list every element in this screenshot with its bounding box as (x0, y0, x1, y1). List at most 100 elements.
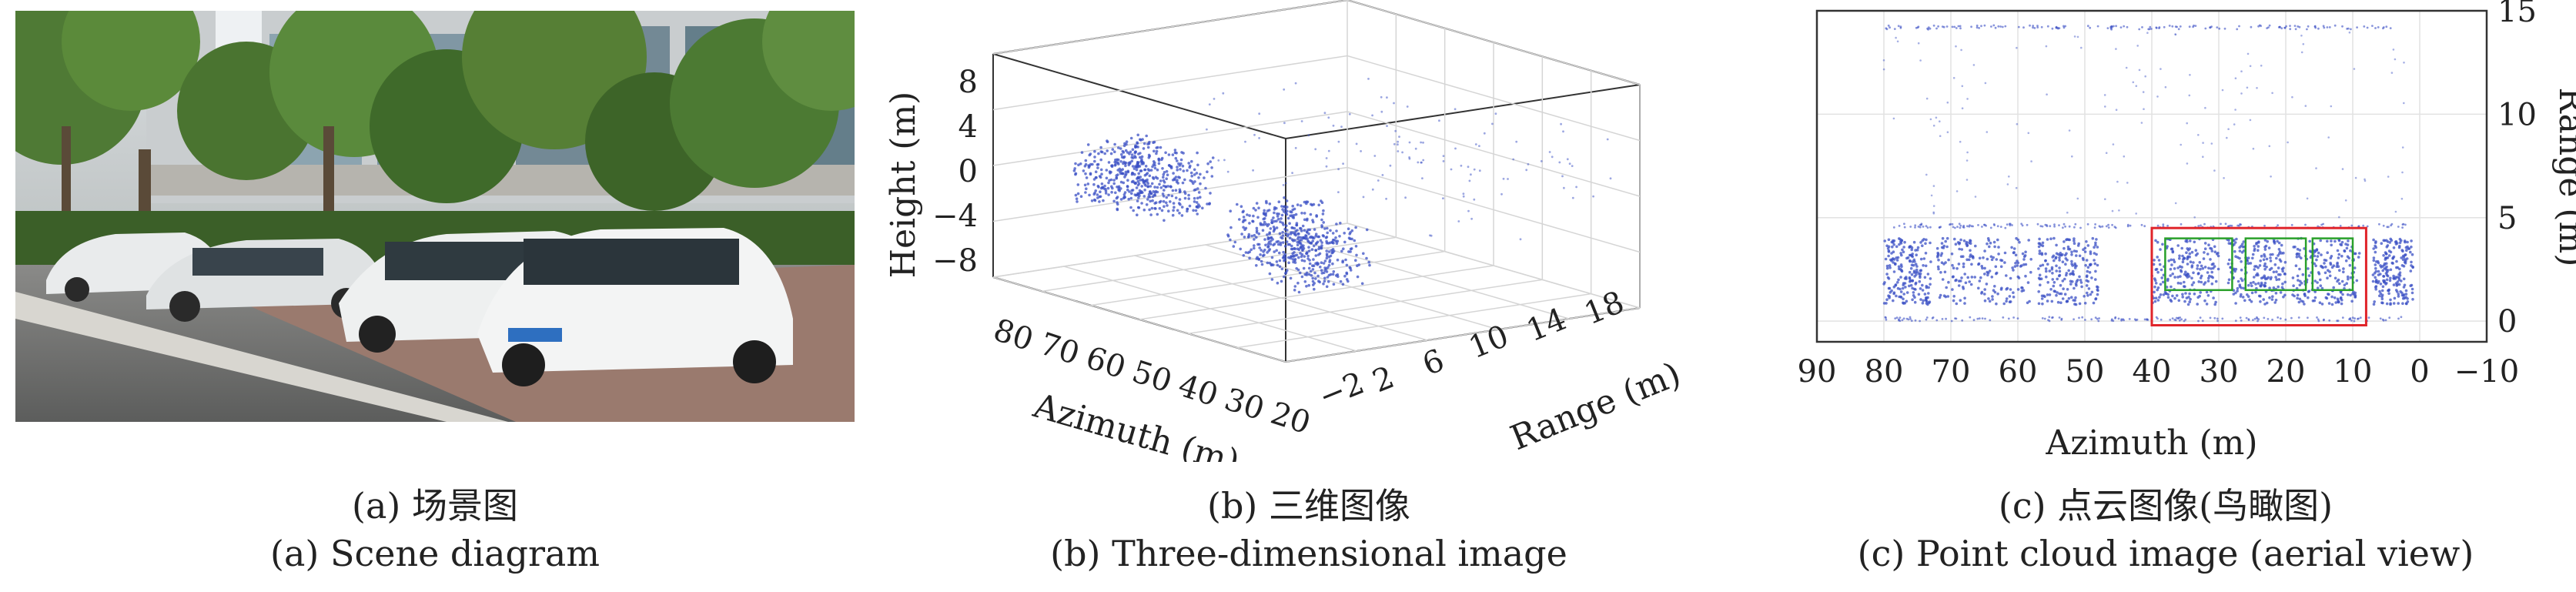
point (2169, 267, 2173, 271)
point (2089, 252, 2093, 256)
point (2090, 318, 2093, 321)
point (2271, 92, 2273, 95)
point (1389, 164, 1392, 167)
point (2350, 319, 2353, 322)
point (2330, 239, 2333, 242)
y-tick: 14 (1522, 302, 1571, 350)
point (2396, 283, 2399, 286)
point (1288, 236, 1292, 240)
point (2190, 250, 2194, 254)
point (2150, 28, 2153, 30)
point (2203, 247, 2207, 251)
point (1285, 199, 1289, 202)
point (1123, 196, 1127, 199)
point (1138, 165, 1142, 168)
point (1945, 245, 1949, 249)
point (2058, 27, 2061, 29)
point (1206, 202, 1209, 206)
point (1966, 98, 1969, 100)
point (1997, 253, 2000, 256)
point (1275, 260, 1279, 263)
point (1280, 279, 1283, 283)
point (2155, 27, 2158, 29)
point (1135, 168, 1139, 172)
point (2319, 284, 2323, 288)
point (2320, 223, 2323, 226)
point (2114, 226, 2117, 229)
point (1086, 143, 1090, 146)
point (2176, 276, 2180, 279)
point (1320, 218, 1323, 222)
point (2056, 277, 2059, 281)
point (1094, 170, 1098, 173)
point (1963, 302, 1966, 305)
point (1152, 163, 1156, 166)
point (1257, 206, 1260, 210)
point (2045, 275, 2048, 279)
point (2162, 293, 2166, 296)
panel-a (0, 0, 901, 422)
point (1442, 155, 1445, 158)
point (2156, 270, 2159, 274)
point (1281, 234, 1285, 237)
point (1328, 260, 1331, 264)
point (2085, 279, 2089, 283)
point (1548, 151, 1551, 153)
point (1343, 274, 1347, 278)
point (2383, 267, 2386, 270)
point (2142, 91, 2145, 93)
point (1914, 224, 1917, 227)
point (1123, 191, 1127, 194)
point (2257, 249, 2260, 253)
point (2287, 141, 2289, 144)
point (1909, 316, 1912, 319)
point (1408, 157, 1411, 160)
point (1151, 195, 1155, 199)
point (2086, 222, 2089, 226)
point (2046, 293, 2049, 296)
point (1901, 248, 1904, 252)
point (1300, 275, 1304, 279)
point (2049, 225, 2052, 228)
point (1126, 179, 1129, 182)
point (1951, 25, 1954, 28)
point (2177, 299, 2181, 303)
point (1265, 201, 1268, 205)
point (2349, 318, 2351, 320)
point (2066, 247, 2070, 251)
point (1268, 202, 1272, 206)
point (2341, 25, 2343, 28)
point (1149, 185, 1153, 188)
point (2039, 225, 2042, 228)
point (2247, 262, 2250, 266)
point (2064, 25, 2067, 28)
point (2400, 316, 2403, 319)
point (1279, 241, 1283, 245)
point (2084, 319, 2086, 321)
point (1915, 265, 1919, 268)
point (2156, 256, 2159, 259)
point (1080, 151, 1084, 154)
point (1980, 25, 1982, 28)
point (1156, 186, 1159, 189)
point (2170, 247, 2173, 251)
point (1997, 25, 2000, 28)
point (1312, 244, 1316, 248)
point (1293, 239, 1296, 242)
point (1325, 239, 1328, 243)
point (1283, 259, 1286, 263)
point (2000, 286, 2003, 290)
point (1938, 226, 1941, 229)
point (1986, 257, 1989, 261)
point (1257, 232, 1261, 236)
point (2296, 274, 2300, 278)
point (2008, 295, 2012, 298)
point (2216, 26, 2219, 28)
point (1950, 319, 1953, 323)
point (1298, 241, 1301, 245)
point (2262, 258, 2266, 262)
point (2316, 281, 2319, 284)
point (1275, 240, 1279, 244)
point (1568, 162, 1571, 166)
point (2317, 273, 2321, 276)
